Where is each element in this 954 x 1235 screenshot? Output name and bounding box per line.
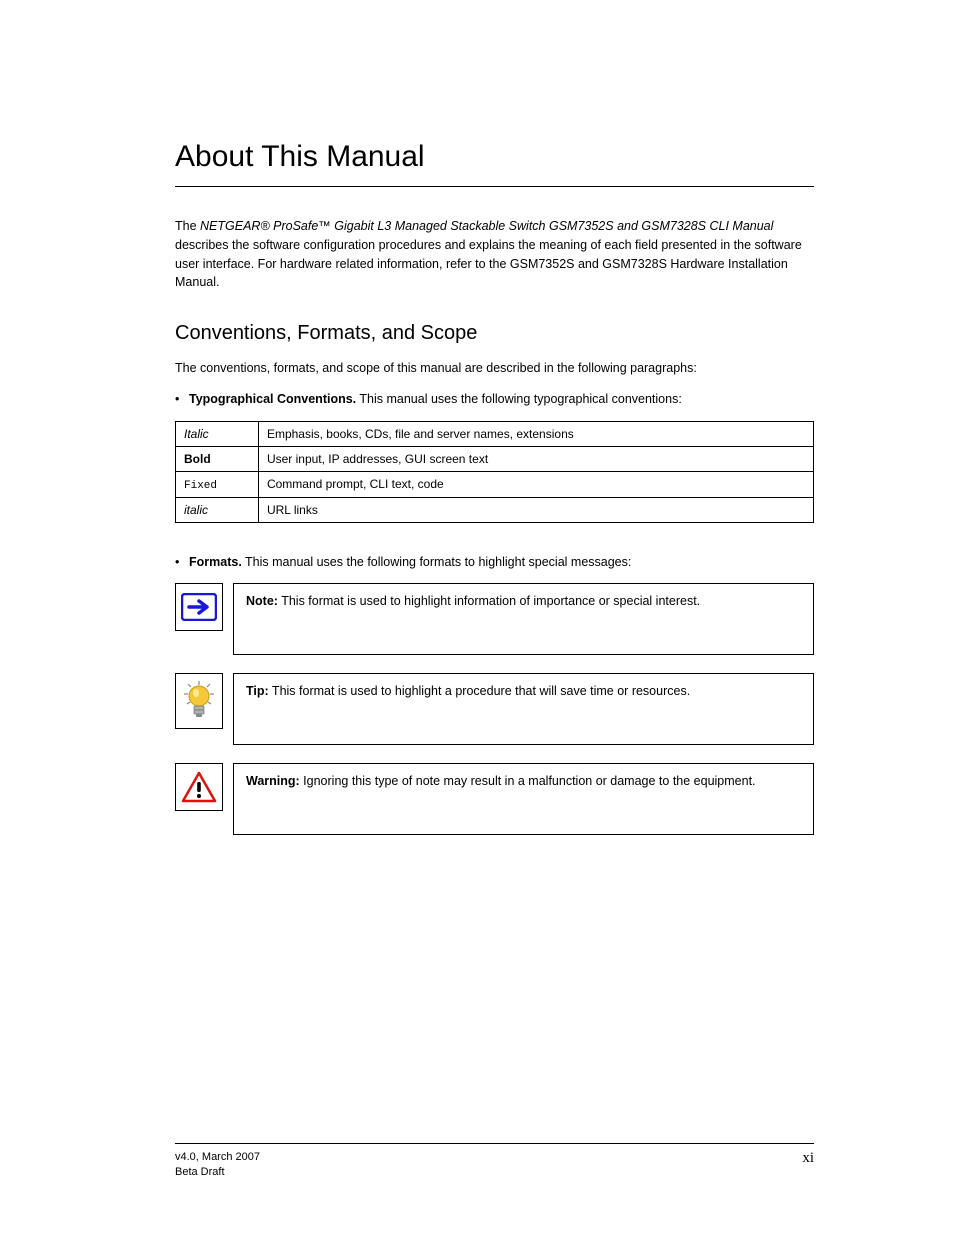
manual-title-italic: NETGEAR® ProSafe™ Gigabit L3 Managed Sta… [200, 219, 773, 233]
arrow-icon [181, 593, 217, 621]
note-lead: Note: [246, 594, 278, 608]
intro-prefix: The [175, 219, 200, 233]
formats-lead: Formats. [189, 555, 242, 569]
note-text: This format is used to highlight informa… [278, 594, 700, 608]
tip-text-box: Tip: This format is used to highlight a … [233, 673, 814, 745]
note-icon-box [175, 583, 223, 631]
table-row: Bold User input, IP addresses, GUI scree… [176, 446, 814, 471]
footer-left: v4.0, March 2007 Beta Draft [175, 1150, 260, 1180]
tip-lead: Tip: [246, 684, 269, 698]
tip-callout: Tip: This format is used to highlight a … [175, 673, 814, 745]
cell-desc: Emphasis, books, CDs, file and server na… [258, 421, 813, 446]
table-row: Fixed Command prompt, CLI text, code [176, 471, 814, 497]
intro-paragraph: The NETGEAR® ProSafe™ Gigabit L3 Managed… [175, 217, 814, 292]
note-callout: Note: This format is used to highlight i… [175, 583, 814, 655]
typographical-table: Italic Emphasis, books, CDs, file and se… [175, 421, 814, 523]
cell-bold: Bold [184, 452, 211, 466]
bullet-dot: • [175, 553, 189, 572]
tip-icon-box [175, 673, 223, 729]
footer-rule [175, 1143, 814, 1144]
page-number: xi [802, 1150, 814, 1167]
table-row: italic URL links [176, 497, 814, 522]
note-text-box: Note: This format is used to highlight i… [233, 583, 814, 655]
table-row: Italic Emphasis, books, CDs, file and se… [176, 421, 814, 446]
cell-italic: Italic [184, 427, 209, 441]
section-heading: Conventions, Formats, and Scope [175, 322, 814, 345]
tip-text: This format is used to highlight a proce… [269, 684, 691, 698]
warning-icon [181, 771, 217, 803]
lightbulb-icon [182, 680, 216, 722]
warning-callout: Warning: Ignoring this type of note may … [175, 763, 814, 835]
typo-bullet: •Typographical Conventions. This manual … [193, 390, 814, 409]
warning-icon-box [175, 763, 223, 811]
chapter-title: About This Manual [175, 140, 814, 174]
bullet-dot: • [175, 390, 189, 409]
title-rule [175, 186, 814, 187]
cell-desc: Command prompt, CLI text, code [258, 471, 813, 497]
warning-lead: Warning: [246, 774, 300, 788]
page-container: About This Manual The NETGEAR® ProSafe™ … [0, 0, 954, 1235]
cell-desc: User input, IP addresses, GUI screen tex… [258, 446, 813, 471]
cell-link: italic [184, 503, 208, 517]
conventions-intro: The conventions, formats, and scope of t… [175, 359, 814, 378]
cell-desc: URL links [258, 497, 813, 522]
formats-rest: This manual uses the following formats t… [242, 555, 632, 569]
cell-fixed: Fixed [184, 480, 217, 492]
warning-text: Ignoring this type of note may result in… [300, 774, 756, 788]
footer-draft: Beta Draft [175, 1165, 260, 1180]
footer-version: v4.0, March 2007 [175, 1150, 260, 1165]
page-footer: v4.0, March 2007 Beta Draft xi [175, 1143, 814, 1180]
typo-rest: This manual uses the following typograph… [356, 392, 682, 406]
typo-lead: Typographical Conventions. [189, 392, 356, 406]
formats-bullet: •Formats. This manual uses the following… [193, 553, 814, 572]
intro-suffix: describes the software configuration pro… [175, 238, 802, 290]
footer-row: v4.0, March 2007 Beta Draft xi [175, 1150, 814, 1180]
warning-text-box: Warning: Ignoring this type of note may … [233, 763, 814, 835]
